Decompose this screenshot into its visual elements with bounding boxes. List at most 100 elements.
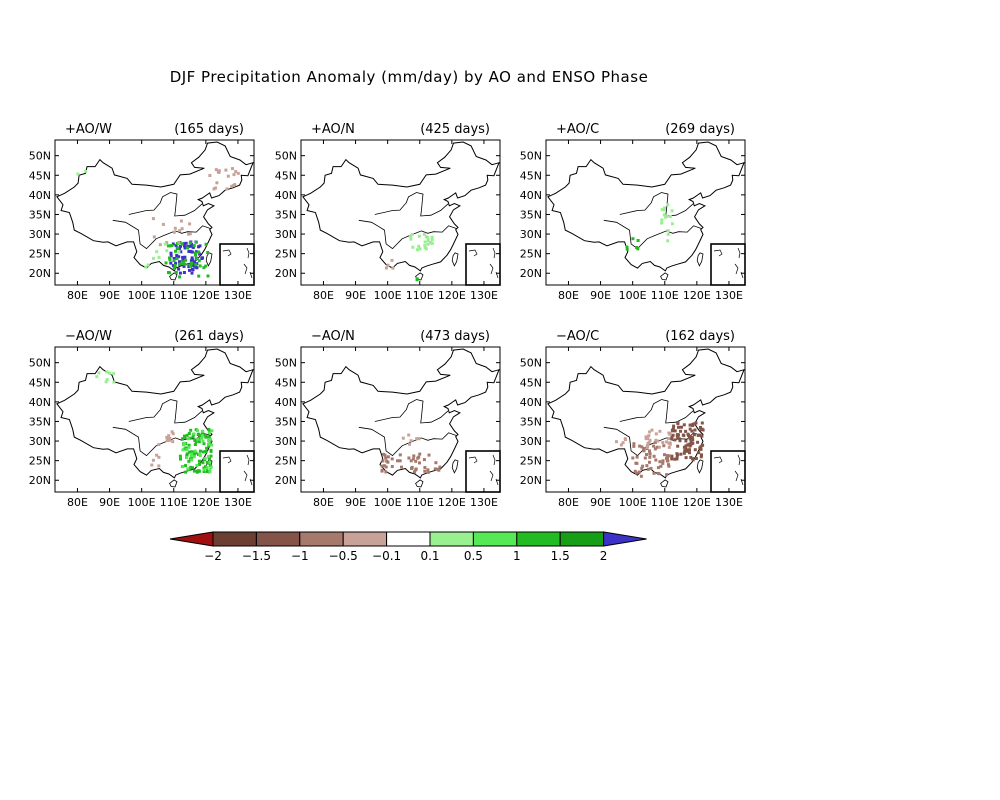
x-tick-label: 100E [374, 496, 402, 509]
colorbar-label: 1 [513, 549, 521, 563]
x-tick-label: 120E [192, 496, 220, 509]
station-point [205, 461, 209, 465]
station-point [174, 244, 178, 248]
station-point [688, 423, 692, 427]
station-point [654, 432, 658, 436]
station-point [190, 261, 194, 265]
station-point [424, 247, 428, 251]
station-point [638, 444, 642, 448]
station-point [173, 264, 177, 267]
station-point [667, 464, 671, 468]
station-point [207, 442, 210, 446]
scs-inset [219, 243, 255, 286]
station-point [655, 445, 659, 449]
y-tick-label: 50N [29, 150, 51, 163]
station-point [187, 459, 191, 463]
station-point [673, 457, 677, 461]
station-point [699, 426, 702, 429]
station-point [650, 428, 654, 432]
station-point [684, 444, 688, 448]
scs-inset [710, 450, 746, 493]
station-point [192, 432, 196, 436]
station-point [169, 261, 173, 265]
colorbar-segment [386, 531, 431, 547]
station-point [208, 470, 212, 474]
station-point [690, 442, 693, 445]
station-point [661, 461, 665, 465]
station-point [197, 250, 201, 254]
x-tick-label: 100E [128, 289, 156, 302]
station-point [422, 232, 426, 236]
hainan-outline [415, 479, 424, 488]
y-tick-label: 35N [29, 208, 51, 221]
station-point [660, 218, 664, 222]
station-point [193, 251, 197, 255]
panel-title: −AO/N [311, 329, 355, 344]
station-point [236, 171, 240, 175]
station-point [185, 448, 189, 452]
station-point [635, 455, 639, 459]
y-tick-label: 50N [520, 357, 542, 370]
station-point [195, 463, 199, 467]
station-point [659, 464, 663, 468]
x-tick-label: 110E [651, 289, 679, 302]
station-point [663, 206, 666, 210]
y-tick-label: 35N [520, 415, 542, 428]
y-tick-label: 30N [520, 228, 542, 241]
station-point [178, 262, 182, 266]
map-panel: +AO/N (425 days) 80E 90E 100E 110E 120E 130E 50N… [275, 122, 501, 302]
station-point [186, 467, 190, 471]
station-point [175, 253, 179, 257]
station-point [179, 250, 183, 254]
station-point [386, 263, 390, 267]
station-point [187, 445, 191, 449]
station-point [685, 449, 689, 453]
station-point [676, 444, 680, 448]
x-tick-label: 90E [99, 496, 120, 509]
station-point [411, 457, 415, 461]
station-point [171, 440, 175, 444]
figure-title: DJF Precipitation Anomaly (mm/day) by AO… [170, 68, 649, 86]
station-point [662, 208, 666, 212]
hainan-outline [660, 272, 669, 281]
y-tick-label: 25N [29, 248, 51, 261]
station-point [201, 439, 205, 443]
station-point [202, 468, 206, 472]
x-tick-label: 130E [715, 289, 743, 302]
station-point [196, 437, 200, 441]
station-point [631, 237, 635, 241]
station-point [164, 261, 168, 265]
y-tick-label: 40N [520, 396, 542, 409]
station-point [692, 422, 696, 426]
station-point [411, 245, 415, 249]
station-point [408, 442, 411, 446]
station-point [700, 421, 704, 425]
station-point [384, 266, 388, 270]
station-point [426, 239, 430, 242]
station-point [661, 459, 665, 463]
station-point [409, 237, 413, 241]
station-point [689, 440, 693, 444]
station-point [192, 469, 196, 473]
station-point [693, 428, 697, 432]
station-point [177, 241, 181, 245]
station-point [84, 169, 88, 173]
station-point [170, 430, 174, 434]
station-point [682, 434, 686, 438]
yangtze-river [358, 426, 457, 457]
panel-days: (269 days) [665, 122, 735, 137]
station-point [202, 470, 206, 473]
station-point [675, 452, 679, 456]
station-point [195, 257, 199, 261]
station-point [648, 438, 652, 442]
y-tick-label: 50N [520, 150, 542, 163]
station-point [639, 474, 643, 478]
station-point [187, 432, 191, 435]
y-tick-label: 20N [520, 474, 542, 487]
station-point [665, 456, 668, 460]
colorbar-segment [429, 531, 474, 547]
station-point [168, 271, 172, 275]
station-point [381, 459, 385, 463]
station-point [192, 455, 196, 459]
